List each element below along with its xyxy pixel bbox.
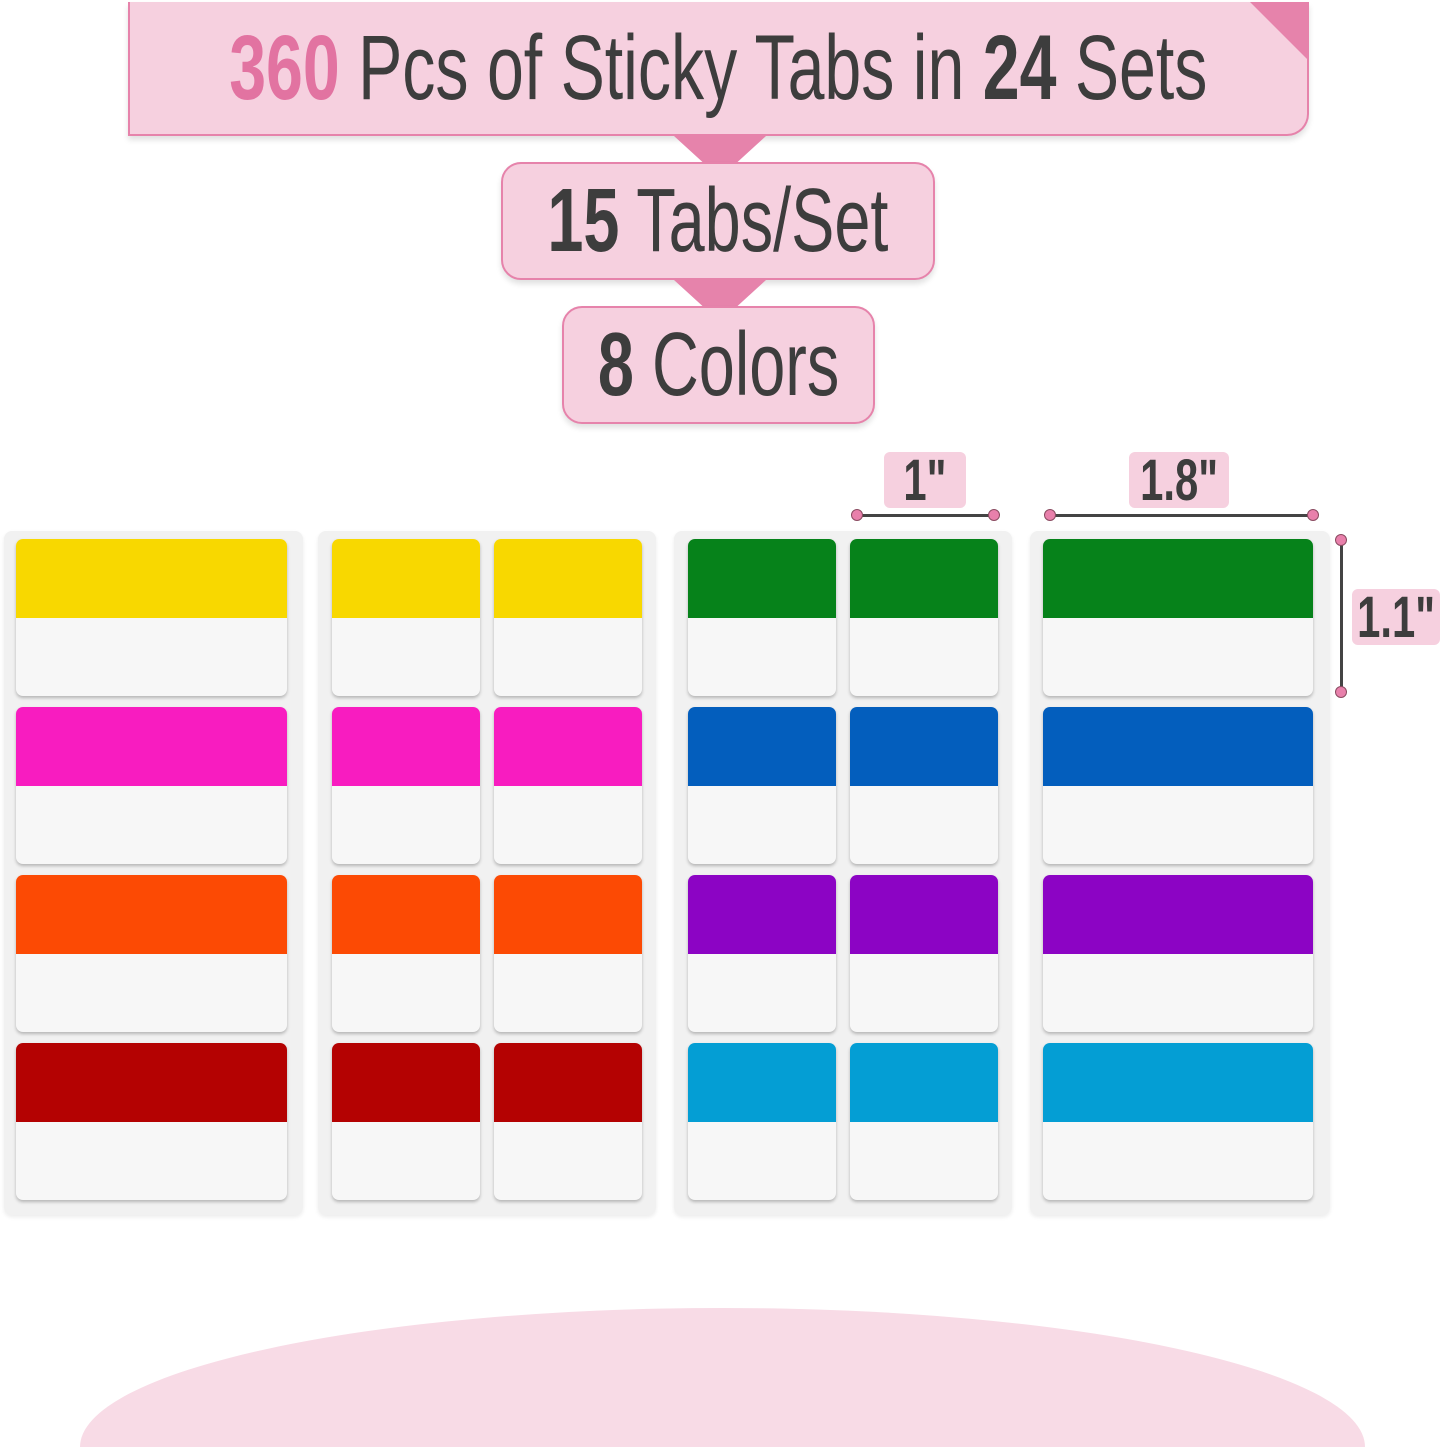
sticky-tab — [688, 707, 836, 864]
tab-color-strip — [688, 707, 836, 786]
large-width-label: 1.8" — [1129, 448, 1229, 513]
sticky-tab — [688, 539, 836, 696]
sticky-tab — [332, 875, 480, 1032]
sticky-tab — [332, 707, 480, 864]
dimension-dot — [851, 509, 863, 521]
tab-color-strip — [688, 539, 836, 618]
tab-color-strip — [494, 539, 642, 618]
sticky-tab — [332, 539, 480, 696]
sticky-tab — [494, 707, 642, 864]
banner-corner — [1250, 2, 1308, 60]
tab-color-strip — [16, 539, 287, 618]
dimension-dot — [1307, 509, 1319, 521]
dimension-dot — [988, 509, 1000, 521]
sticky-tab — [1043, 875, 1313, 1032]
sticky-tab — [1043, 539, 1313, 696]
tab-color-strip — [850, 1043, 998, 1122]
tab-color-strip — [688, 875, 836, 954]
dimension-dot — [1044, 509, 1056, 521]
headline-middle: Pcs of Sticky Tabs in — [358, 16, 965, 119]
small-width-line — [857, 514, 994, 517]
colors-number: 8 — [597, 314, 634, 415]
tab-color-strip — [850, 875, 998, 954]
sticky-tab — [16, 707, 287, 864]
tab-color-strip — [16, 875, 287, 954]
small-width-label: 1" — [884, 448, 966, 513]
sticky-tab — [850, 875, 998, 1032]
tab-color-strip — [332, 1043, 480, 1122]
tabs-per-set-label: Tabs/Set — [636, 170, 889, 271]
sticky-tab — [688, 1043, 836, 1200]
sticky-tab — [1043, 707, 1313, 864]
tab-color-strip — [1043, 539, 1313, 618]
height-label: 1.1" — [1352, 585, 1440, 650]
sticky-tab — [850, 1043, 998, 1200]
sticky-tab — [850, 707, 998, 864]
sticky-tab — [16, 539, 287, 696]
tab-color-strip — [1043, 875, 1313, 954]
sticky-tab — [494, 1043, 642, 1200]
headline-sets: 24 — [982, 16, 1057, 119]
dimension-dot — [1335, 534, 1347, 546]
colors-box: 8 Colors — [562, 306, 875, 424]
tab-color-strip — [16, 1043, 287, 1122]
large-width-line — [1050, 514, 1313, 517]
tab-color-strip — [850, 539, 998, 618]
sticky-tab — [688, 875, 836, 1032]
headline-banner: 360 Pcs of Sticky Tabs in 24 Sets — [128, 2, 1309, 136]
sticky-tab — [16, 1043, 287, 1200]
colors-label: Colors — [651, 314, 840, 415]
height-line — [1340, 540, 1343, 692]
tab-color-strip — [1043, 707, 1313, 786]
tab-color-strip — [850, 707, 998, 786]
sticky-tab — [332, 1043, 480, 1200]
tabs-per-set-number: 15 — [547, 170, 620, 271]
tab-color-strip — [494, 707, 642, 786]
dimension-dot — [1335, 686, 1347, 698]
headline-count: 360 — [229, 16, 340, 119]
sticky-tab — [494, 875, 642, 1032]
sticky-tab — [494, 539, 642, 696]
tab-color-strip — [494, 1043, 642, 1122]
tab-color-strip — [1043, 1043, 1313, 1122]
headline-end: Sets — [1075, 16, 1208, 119]
tabs-per-set-box: 15 Tabs/Set — [501, 162, 935, 280]
sticky-tab — [1043, 1043, 1313, 1200]
tab-color-strip — [332, 707, 480, 786]
bottom-pink-arc — [80, 1308, 1365, 1447]
tab-color-strip — [332, 875, 480, 954]
sticky-tab — [16, 875, 287, 1032]
headline-text: 360 Pcs of Sticky Tabs in 24 Sets — [229, 16, 1207, 121]
tab-color-strip — [494, 875, 642, 954]
tab-color-strip — [688, 1043, 836, 1122]
sticky-tab — [850, 539, 998, 696]
tab-color-strip — [332, 539, 480, 618]
tab-color-strip — [16, 707, 287, 786]
